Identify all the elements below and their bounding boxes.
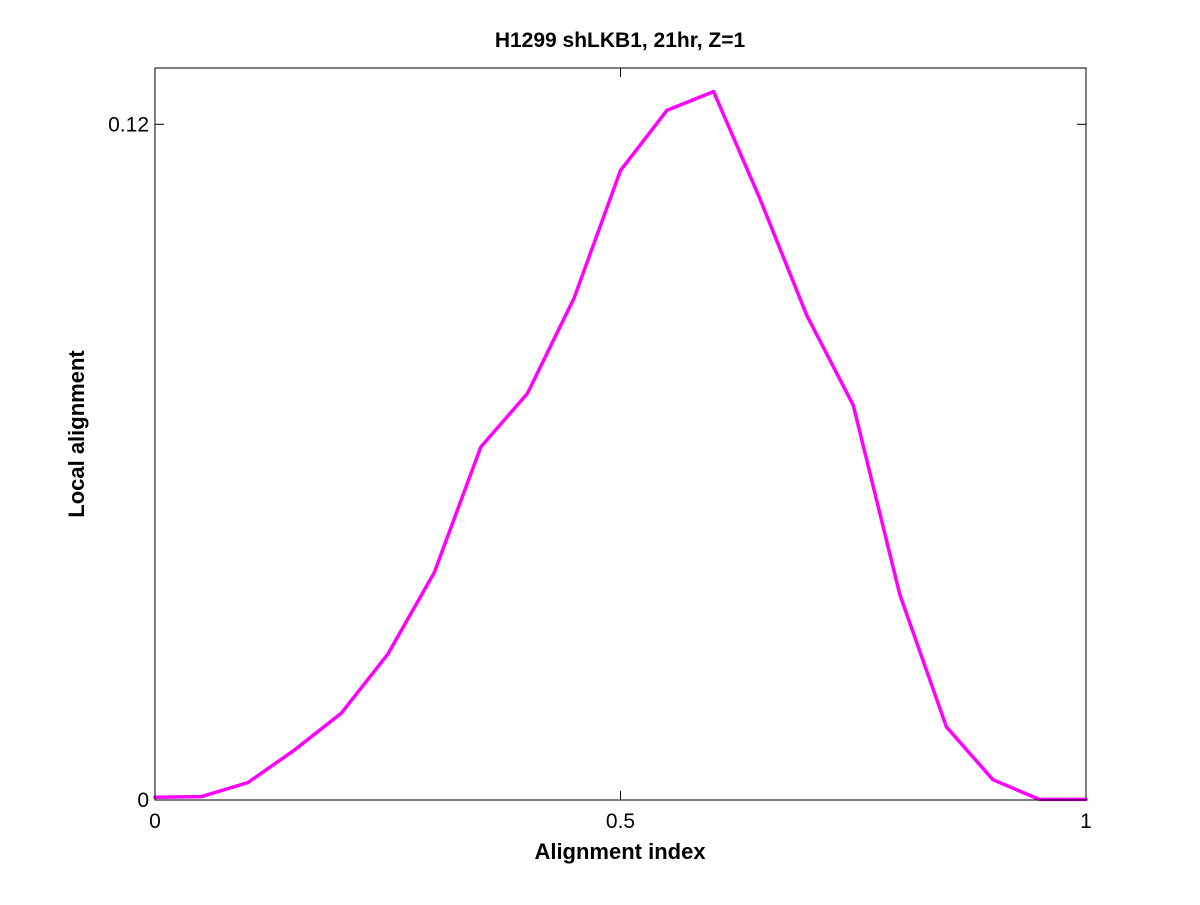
x-tick-label: 1 bbox=[1080, 810, 1092, 833]
ticks-layer: 0 0.5 1 0 0.12 bbox=[108, 68, 1092, 833]
plot-background bbox=[155, 68, 1086, 800]
y-tick-label: 0.12 bbox=[108, 113, 149, 136]
x-tick-label: 0.5 bbox=[606, 810, 635, 833]
series-line bbox=[153, 89, 1088, 802]
chart-title: H1299 shLKB1, 21hr, Z=1 bbox=[495, 29, 746, 52]
y-tick-label: 0 bbox=[137, 789, 149, 812]
y-axis-label: Local alignment bbox=[64, 350, 89, 518]
x-tick-label: 0 bbox=[149, 810, 161, 833]
x-axis-label: Alignment index bbox=[534, 839, 706, 864]
series-layer bbox=[153, 89, 1088, 802]
plot-frame bbox=[154, 67, 1087, 801]
